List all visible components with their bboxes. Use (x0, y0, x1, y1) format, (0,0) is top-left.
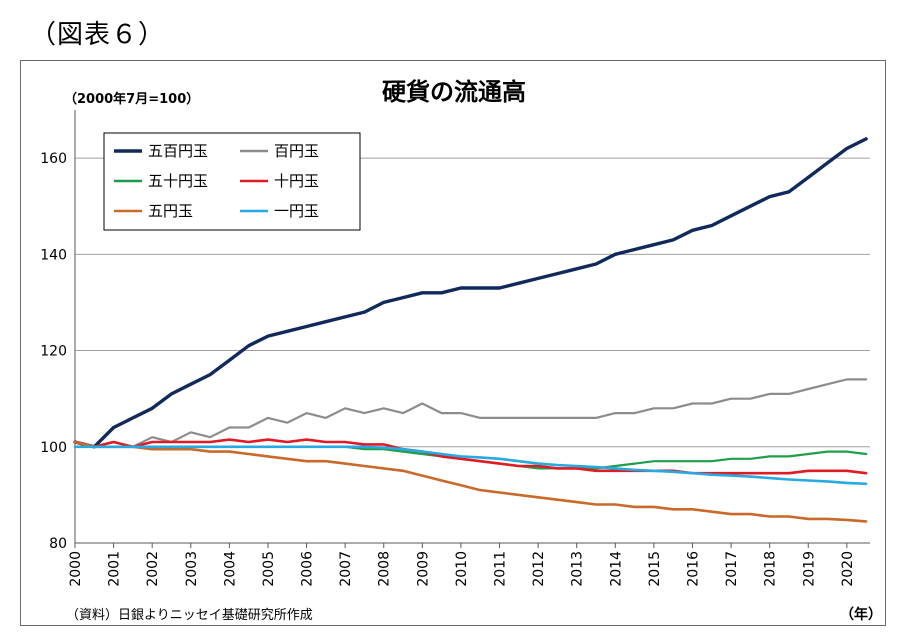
y-tick-label-80: 80 (49, 536, 67, 552)
figure-label: （図表６） (30, 20, 166, 50)
source-note: （資料）日銀よりニッセイ基礎研究所作成 (66, 608, 313, 623)
x-tick-label-2014: 2014 (608, 551, 624, 587)
x-tick-label-2015: 2015 (647, 551, 663, 587)
y-axis-unit-label: （2000年7月=100） (64, 92, 200, 107)
x-tick-label-2003: 2003 (184, 551, 200, 587)
series-lines (73, 137, 868, 523)
x-tick-label-2005: 2005 (261, 551, 277, 587)
series-line-4 (73, 440, 868, 523)
y-tick-label-140: 140 (40, 247, 67, 263)
x-tick-label-2004: 2004 (222, 551, 238, 587)
x-tick-label-2013: 2013 (570, 551, 586, 587)
x-tick-label-2020: 2020 (840, 551, 856, 587)
x-tick-label-2019: 2019 (801, 551, 817, 587)
x-tick-label-2011: 2011 (493, 551, 509, 587)
series-line-5 (73, 445, 868, 486)
chart-title: 硬貨の流通高 (382, 78, 526, 106)
legend-label-3: 十円玉 (274, 172, 319, 190)
x-axis-ticks: 2000 2001 2002 2003 2004 2005 2006 2007 2008 2009… (68, 551, 856, 587)
y-tick-label-120: 120 (40, 344, 67, 360)
x-tick-label-2002: 2002 (145, 551, 161, 587)
x-tick-label-2009: 2009 (415, 551, 431, 587)
x-tick-label-2007: 2007 (338, 551, 354, 587)
x-tick-label-2018: 2018 (763, 551, 779, 587)
series-line-1 (73, 378, 868, 448)
legend-label-1: 百円玉 (274, 142, 319, 160)
x-tick-label-2016: 2016 (685, 551, 701, 587)
x-tick-label-2012: 2012 (531, 551, 547, 587)
x-tick-label-2000: 2000 (68, 551, 84, 587)
legend-label-0: 五百円玉 (148, 142, 208, 160)
x-tick-label-2006: 2006 (300, 551, 316, 587)
x-tick-label-2010: 2010 (454, 551, 470, 587)
x-tick-label-2008: 2008 (377, 551, 393, 587)
legend-label-2: 五十円玉 (148, 172, 208, 190)
legend-label-5: 一円玉 (274, 202, 319, 220)
series-line-0 (73, 137, 868, 449)
y-tick-label-160: 160 (40, 151, 67, 167)
legend-box (103, 132, 361, 231)
legend-label-4: 五円玉 (148, 202, 193, 220)
x-tick-label-2017: 2017 (724, 551, 740, 587)
series-line-3 (73, 438, 868, 475)
chart-frame (20, 60, 886, 626)
y-tick-label-100: 100 (40, 440, 67, 456)
x-tick-label-2001: 2001 (107, 551, 123, 587)
y-axis-ticks: 80 100 120 140 160 (40, 151, 67, 552)
x-axis-unit-label: （年） (840, 607, 882, 623)
